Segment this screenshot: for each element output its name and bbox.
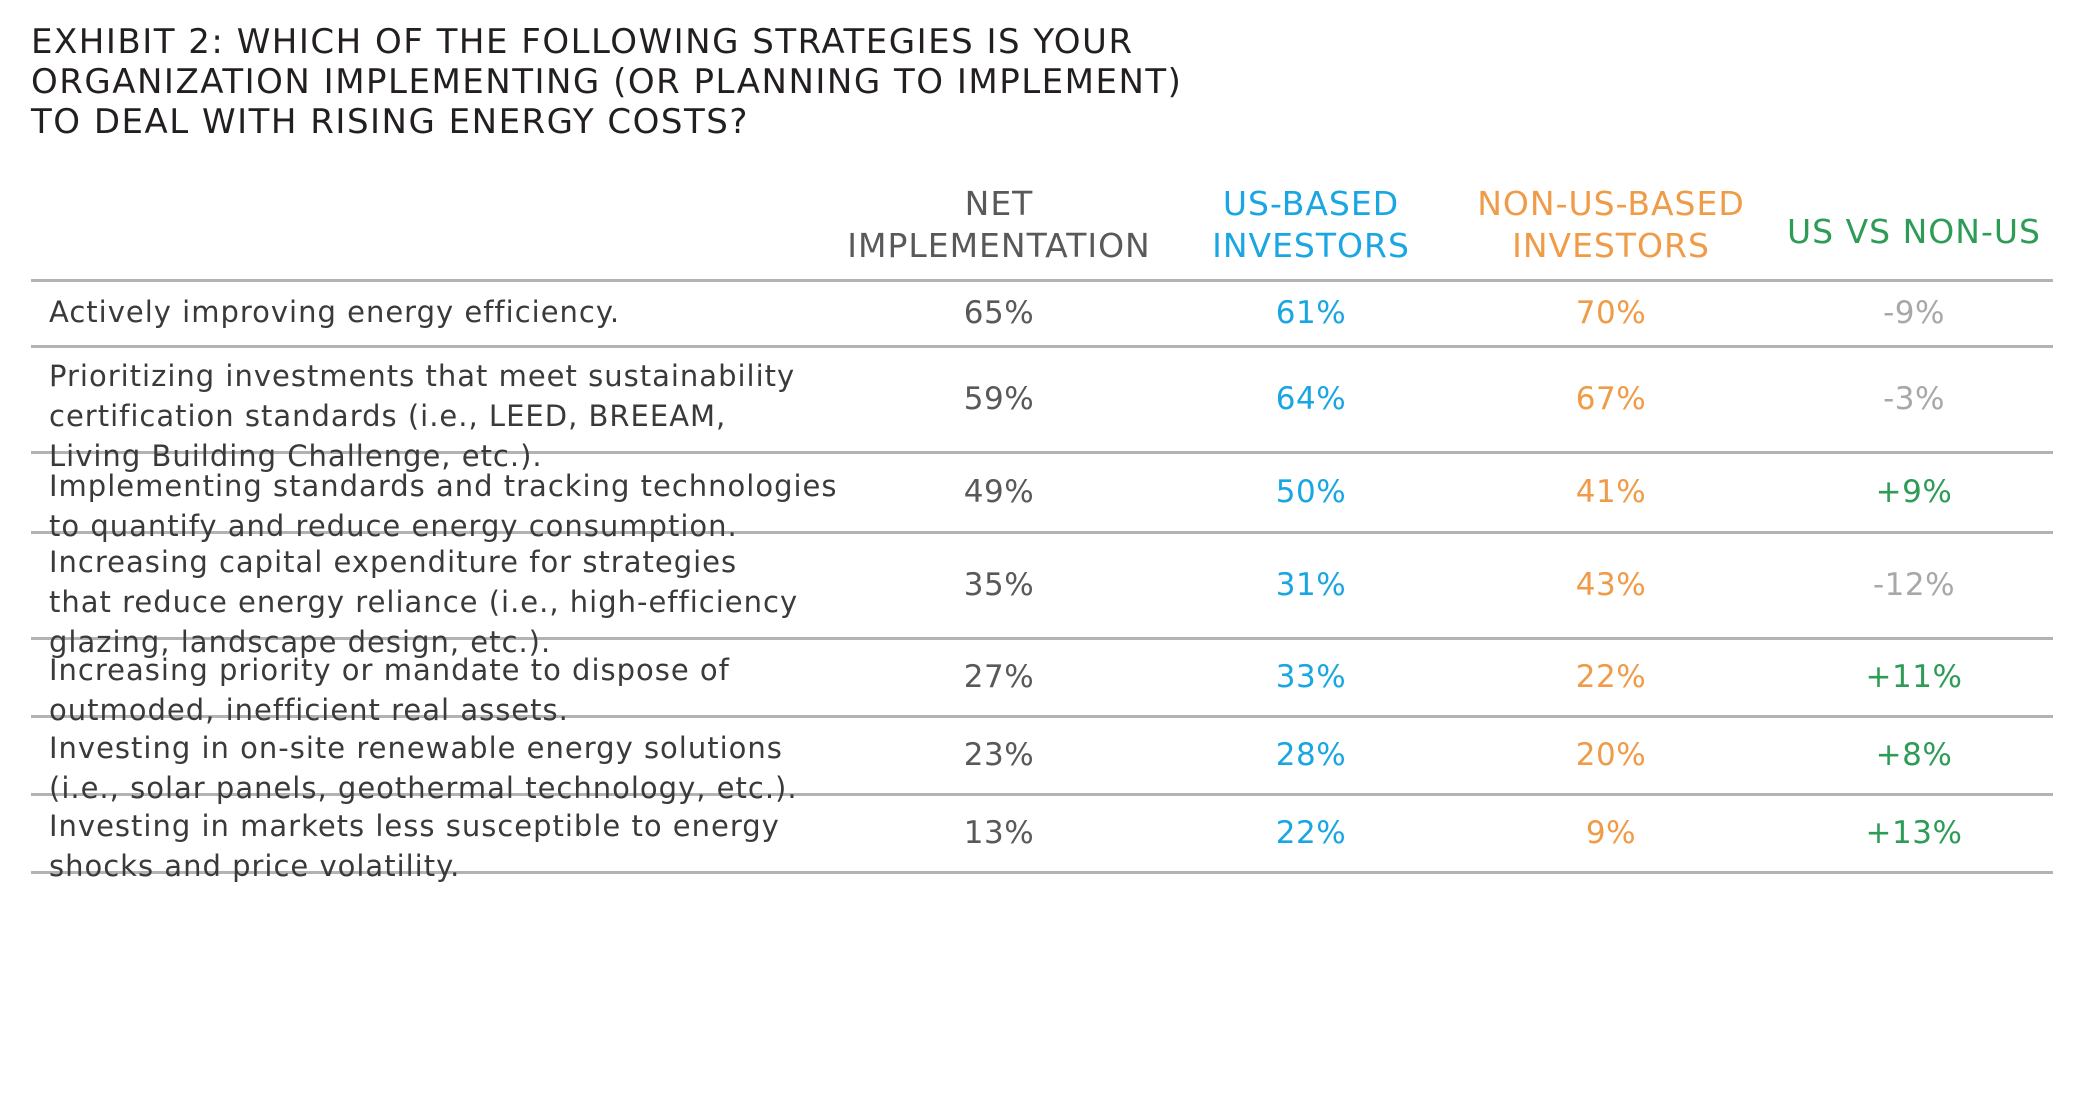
- column-header-line: INVESTORS: [1212, 226, 1410, 265]
- row-label: Investing in markets less susceptible to…: [49, 806, 869, 886]
- cell-net: 35%: [963, 567, 1035, 603]
- cell-net: 65%: [963, 295, 1035, 331]
- cell-net: 13%: [963, 815, 1035, 851]
- row-label-line: shocks and price volatility.: [49, 849, 461, 883]
- table-header-row: NET IMPLEMENTATION US-BASED INVESTORS NON-US…: [31, 175, 2053, 282]
- cell-nonus: 9%: [1585, 815, 1637, 851]
- cell-nonus: 43%: [1575, 567, 1647, 603]
- cell-us: 28%: [1275, 737, 1347, 773]
- cell-nonus: 67%: [1575, 381, 1647, 417]
- cell-diff: +8%: [1875, 737, 1953, 773]
- column-header-diff: US VS NON-US: [1784, 211, 2044, 253]
- table-row: Increasing capital expenditure for strat…: [31, 534, 2053, 659]
- row-label-line: Living Building Challenge, etc.).: [49, 439, 543, 473]
- row-label: Prioritizing investments that meet susta…: [49, 356, 869, 476]
- cell-us: 31%: [1275, 567, 1347, 603]
- row-label: Actively improving energy efficiency.: [49, 292, 869, 332]
- cell-diff: +11%: [1865, 659, 1963, 695]
- chart-title: EXHIBIT 2: WHICH OF THE FOLLOWING STRATE…: [31, 22, 1431, 142]
- chart-title-line: ORGANIZATION IMPLEMENTING (OR PLANNING T…: [31, 62, 1183, 102]
- table-row: Prioritizing investments that meet susta…: [31, 348, 2053, 473]
- cell-us: 64%: [1275, 381, 1347, 417]
- table-row: Actively improving energy efficiency. 65%…: [31, 282, 2053, 348]
- cell-net: 23%: [963, 737, 1035, 773]
- row-label-line: Investing in markets less susceptible to…: [49, 809, 780, 843]
- table-row: Increasing priority or mandate to dispos…: [31, 640, 2053, 727]
- row-label-line: Investing in on-site renewable energy so…: [49, 731, 783, 765]
- column-header-line: IMPLEMENTATION: [847, 226, 1151, 265]
- cell-net: 49%: [963, 474, 1035, 510]
- chart-title-line: TO DEAL WITH RISING ENERGY COSTS?: [31, 102, 749, 142]
- row-label-line: (i.e., solar panels, geothermal technolo…: [49, 771, 798, 805]
- cell-diff: -12%: [1872, 567, 1956, 603]
- row-label-line: Actively improving energy efficiency.: [49, 295, 621, 329]
- table-row: Investing in on-site renewable energy so…: [31, 718, 2053, 805]
- cell-diff: +9%: [1875, 474, 1953, 510]
- row-label-line: Implementing standards and tracking tech…: [49, 469, 838, 503]
- column-header-line: NET: [964, 184, 1034, 223]
- column-header-line: NON-US-BASED: [1477, 184, 1745, 223]
- table-row: Implementing standards and tracking tech…: [31, 454, 2053, 543]
- cell-diff: +13%: [1865, 815, 1963, 851]
- cell-us: 33%: [1275, 659, 1347, 695]
- cell-us: 61%: [1275, 295, 1347, 331]
- cell-net: 59%: [963, 381, 1035, 417]
- cell-net: 27%: [963, 659, 1035, 695]
- row-label: Increasing priority or mandate to dispos…: [49, 650, 869, 730]
- row-label-line: outmoded, inefficient real assets.: [49, 693, 569, 727]
- row-label-line: to quantify and reduce energy consumptio…: [49, 509, 738, 543]
- column-header-nonus: NON-US-BASED INVESTORS: [1451, 183, 1771, 267]
- column-header-line: US-BASED: [1222, 184, 1400, 223]
- column-header-us: US-BASED INVESTORS: [1181, 183, 1441, 267]
- cell-us: 22%: [1275, 815, 1347, 851]
- cell-nonus: 20%: [1575, 737, 1647, 773]
- row-label-line: certification standards (i.e., LEED, BRE…: [49, 399, 727, 433]
- table-row: Investing in markets less susceptible to…: [31, 796, 2053, 883]
- row-label-line: Increasing priority or mandate to dispos…: [49, 653, 730, 687]
- cell-diff: -9%: [1883, 295, 1945, 331]
- cell-nonus: 22%: [1575, 659, 1647, 695]
- row-label: Implementing standards and tracking tech…: [49, 466, 869, 546]
- cell-nonus: 70%: [1575, 295, 1647, 331]
- column-header-net: NET IMPLEMENTATION: [834, 183, 1164, 267]
- row-label: Increasing capital expenditure for strat…: [49, 542, 869, 662]
- column-header-line: US VS NON-US: [1787, 212, 2041, 251]
- cell-diff: -3%: [1883, 381, 1945, 417]
- row-label-line: that reduce energy reliance (i.e., high-…: [49, 585, 799, 619]
- cell-us: 50%: [1275, 474, 1347, 510]
- row-label-line: Increasing capital expenditure for strat…: [49, 545, 738, 579]
- strategies-table: NET IMPLEMENTATION US-BASED INVESTORS NON-US…: [31, 175, 2053, 883]
- row-label-line: Prioritizing investments that meet susta…: [49, 359, 796, 393]
- row-label-line: glazing, landscape design, etc.).: [49, 625, 552, 659]
- cell-nonus: 41%: [1575, 474, 1647, 510]
- row-label: Investing in on-site renewable energy so…: [49, 728, 869, 808]
- column-header-line: INVESTORS: [1512, 226, 1710, 265]
- chart-title-line: EXHIBIT 2: WHICH OF THE FOLLOWING STRATE…: [31, 22, 1134, 62]
